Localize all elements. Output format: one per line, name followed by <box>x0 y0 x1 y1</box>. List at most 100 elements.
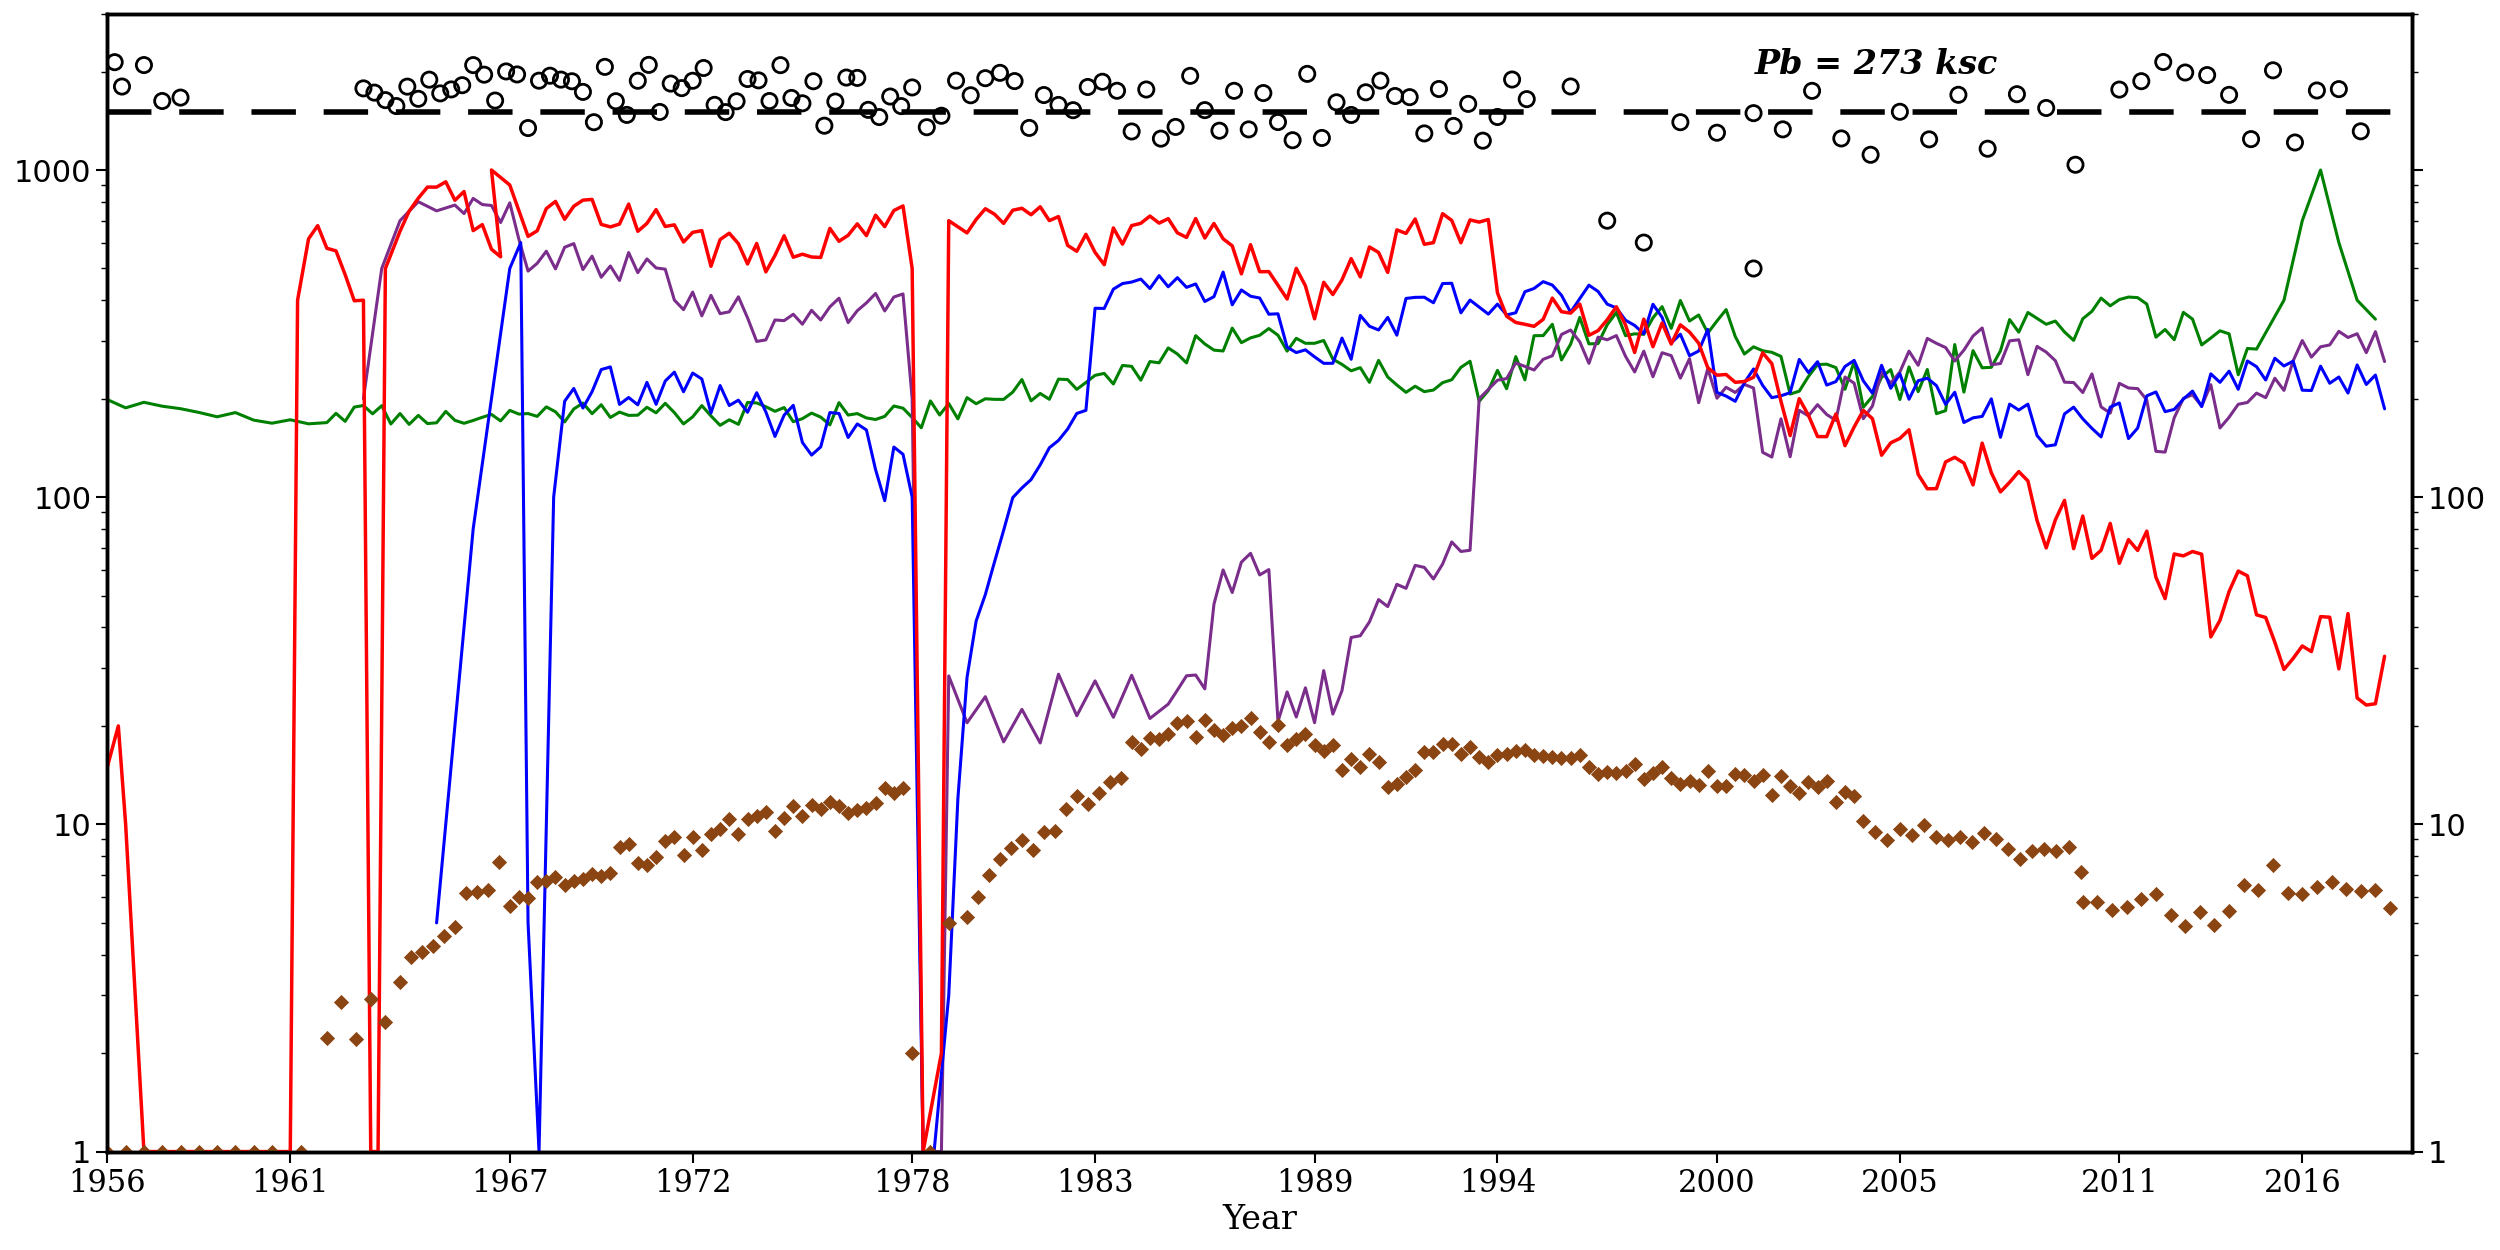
Point <box>1240 721 1280 741</box>
Point <box>1938 85 1978 105</box>
Point <box>1345 82 1385 102</box>
Point <box>1808 771 1848 791</box>
Point <box>882 778 922 798</box>
Point <box>750 91 790 111</box>
Point <box>442 75 483 95</box>
Point <box>530 66 570 86</box>
Point <box>908 118 948 138</box>
Point <box>1478 107 1518 127</box>
Point <box>1112 121 1152 141</box>
Point <box>402 942 442 962</box>
Point <box>485 61 525 81</box>
Point <box>1615 754 1655 774</box>
Point <box>535 867 575 887</box>
Point <box>1422 734 1462 754</box>
Point <box>2230 129 2270 149</box>
Point <box>1732 104 1772 124</box>
Point <box>2135 884 2175 904</box>
Point <box>1120 739 1160 759</box>
Point <box>232 1141 272 1161</box>
Point <box>1170 66 1210 86</box>
Point <box>2252 855 2292 875</box>
Point <box>1078 784 1118 804</box>
Point <box>1450 736 1490 756</box>
Point <box>508 888 548 908</box>
Point <box>608 105 648 125</box>
Point <box>1448 94 1488 114</box>
Point <box>1462 131 1502 151</box>
Point <box>585 58 625 78</box>
Point <box>1390 88 1430 108</box>
Point <box>1570 758 1610 778</box>
Point <box>1368 776 1407 796</box>
Point <box>1650 769 1690 789</box>
Point <box>215 1141 255 1161</box>
Point <box>848 798 888 818</box>
Point <box>800 799 840 819</box>
Point <box>1358 751 1398 771</box>
Point <box>475 90 515 110</box>
Point <box>1532 748 1572 768</box>
Point <box>1725 765 1765 785</box>
Point <box>2100 80 2140 100</box>
Point <box>2370 898 2410 918</box>
Point <box>1068 78 1108 98</box>
Point <box>828 804 867 824</box>
Point <box>1302 127 1342 148</box>
Point <box>1965 822 2005 842</box>
Point <box>458 881 498 901</box>
Point <box>1200 121 1240 141</box>
Point <box>1378 774 1417 794</box>
Point <box>695 95 735 115</box>
Point <box>1440 744 1480 764</box>
Point <box>1322 760 1362 780</box>
Point <box>792 71 832 91</box>
Point <box>1010 118 1050 138</box>
Point <box>1588 211 1628 231</box>
Point <box>468 880 508 900</box>
Point <box>865 779 905 799</box>
Point <box>342 79 382 99</box>
Point <box>922 106 962 126</box>
Point <box>308 1029 348 1049</box>
Point <box>1632 762 1672 782</box>
Point <box>1230 707 1270 727</box>
Point <box>1168 711 1208 731</box>
Point <box>838 800 877 820</box>
Point <box>1892 825 1932 845</box>
Point <box>1928 830 1968 850</box>
Point <box>2062 892 2102 912</box>
Point <box>1660 112 1700 132</box>
Point <box>1822 129 1862 149</box>
Point <box>1140 729 1180 749</box>
Point <box>995 71 1035 91</box>
Point <box>1542 749 1582 769</box>
Text: Pb = 273 ksc: Pb = 273 ksc <box>1755 48 1998 81</box>
Point <box>1175 728 1215 748</box>
Point <box>435 918 475 938</box>
Point <box>690 824 730 844</box>
Point <box>1272 130 1312 150</box>
Point <box>1003 830 1042 850</box>
Point <box>1968 139 2008 159</box>
Point <box>2298 878 2338 898</box>
Point <box>1715 764 1755 784</box>
Point <box>125 55 165 75</box>
Point <box>855 794 895 814</box>
Point <box>390 946 430 966</box>
Point <box>425 926 465 946</box>
Point <box>575 112 615 132</box>
Point <box>1732 259 1772 279</box>
Point <box>280 1141 320 1161</box>
Point <box>1312 735 1352 755</box>
Point <box>1788 772 1828 792</box>
Point <box>2340 121 2380 141</box>
Point <box>958 888 998 908</box>
Point <box>765 808 805 828</box>
Point <box>1202 725 1242 745</box>
Point <box>1698 775 1738 795</box>
Point <box>672 828 712 848</box>
Point <box>1688 761 1727 781</box>
Point <box>1242 82 1282 102</box>
Point <box>198 1141 238 1161</box>
